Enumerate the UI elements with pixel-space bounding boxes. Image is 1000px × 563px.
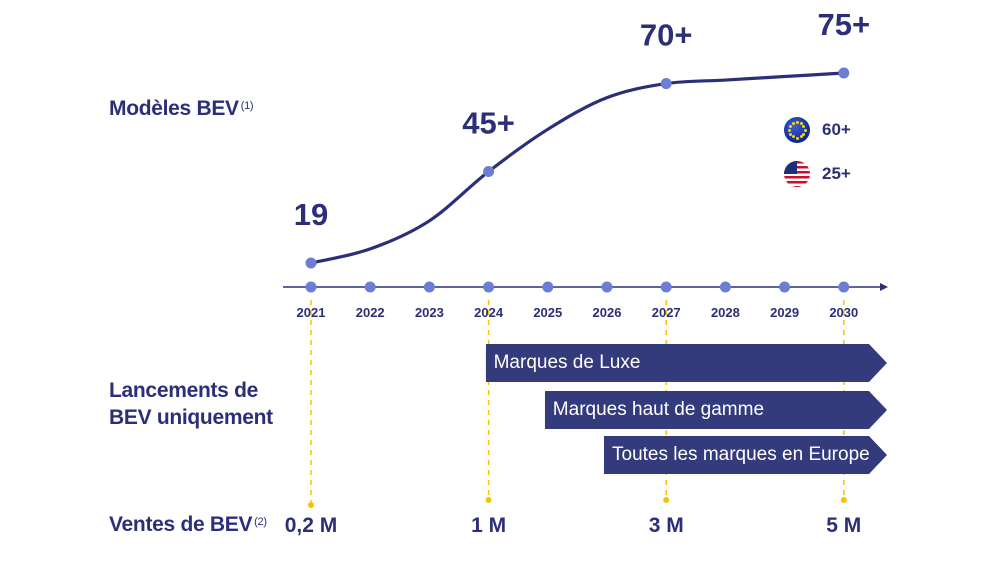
axis-marker-2024 bbox=[483, 281, 495, 293]
year-label-2028: 2028 bbox=[711, 305, 740, 320]
value-label-2027: 70+ bbox=[640, 18, 693, 53]
sales-label-text: Ventes de BEV bbox=[109, 513, 253, 536]
legend-eu: 60+ bbox=[784, 117, 851, 143]
us-flag-icon bbox=[784, 161, 810, 187]
eu-star-icon bbox=[802, 132, 806, 136]
models-label-text: Modèles BEV bbox=[109, 97, 239, 120]
guide-dot-2024 bbox=[485, 497, 492, 503]
data-point-2030 bbox=[838, 67, 850, 79]
launches-row-label: Lancements de BEV uniquement bbox=[109, 377, 273, 431]
value-labels: 19 45+ 70+ 75+ bbox=[294, 7, 870, 232]
launch-banner-label: Toutes les marques en Europe bbox=[612, 444, 870, 465]
models-series-line bbox=[309, 71, 846, 265]
legend-us: 25+ bbox=[784, 161, 851, 187]
sales-label-2030: 5 M bbox=[826, 514, 861, 537]
eu-star-icon bbox=[802, 124, 806, 128]
launch-banner-2: Marques haut de gamme bbox=[545, 391, 887, 429]
axis-marker-2027 bbox=[660, 281, 672, 293]
launches-label-line1: Lancements de bbox=[109, 379, 258, 402]
eu-star-icon bbox=[788, 132, 792, 136]
axis-marker-2023 bbox=[423, 281, 435, 293]
launch-banner-1: Marques de Luxe bbox=[486, 344, 887, 382]
models-footnote: (1) bbox=[240, 100, 254, 112]
data-point-2024 bbox=[483, 166, 495, 178]
legend-eu-value: 60+ bbox=[822, 120, 851, 139]
year-label-2026: 2026 bbox=[593, 305, 622, 320]
guide-dot-2030 bbox=[840, 497, 847, 503]
sales-label-2021: 0,2 M bbox=[285, 514, 338, 537]
timeline-axis: 2021 2022 2023 2024 2025 2026 2027 2028 2029 2030 bbox=[283, 281, 888, 320]
guide-dot-2021 bbox=[308, 502, 314, 508]
axis-marker-2021 bbox=[305, 281, 317, 293]
sales-footnote: (2) bbox=[254, 516, 267, 528]
year-label-2024: 2024 bbox=[474, 305, 504, 320]
eu-star-icon bbox=[799, 135, 803, 139]
axis-marker-2022 bbox=[364, 281, 376, 293]
sales-row-label: Ventes de BEV (2) bbox=[109, 511, 267, 538]
legend-us-value: 25+ bbox=[822, 164, 851, 183]
year-label-2030: 2030 bbox=[829, 305, 858, 320]
eu-star-icon bbox=[799, 121, 803, 125]
year-label-2021: 2021 bbox=[297, 305, 326, 320]
sales-label-2024: 1 M bbox=[471, 514, 506, 537]
axis-marker-2025 bbox=[542, 281, 554, 293]
eu-flag-icon bbox=[784, 117, 810, 143]
eu-star-icon bbox=[795, 120, 799, 124]
year-label-2023: 2023 bbox=[415, 305, 444, 320]
sales-labels: 0,2 M 1 M 3 M 5 M bbox=[285, 514, 862, 537]
axis-marker-2026 bbox=[601, 281, 613, 293]
data-point-2021 bbox=[305, 257, 317, 269]
models-row-label: Modèles BEV (1) bbox=[109, 95, 254, 122]
eu-star-icon bbox=[795, 136, 799, 140]
value-label-2021: 19 bbox=[294, 197, 328, 232]
eu-star-icon bbox=[791, 135, 795, 139]
eu-star-icon bbox=[803, 128, 807, 132]
launch-banner-label: Marques de Luxe bbox=[493, 352, 641, 373]
guide-dot-2027 bbox=[663, 497, 670, 503]
eu-star-icon bbox=[791, 121, 795, 125]
launch-banner-3: Toutes les marques en Europe bbox=[604, 436, 887, 474]
year-label-2029: 2029 bbox=[770, 305, 799, 320]
axis-marker-2029 bbox=[779, 281, 791, 293]
data-point-2027 bbox=[660, 78, 672, 90]
eu-star-icon bbox=[787, 128, 791, 132]
year-label-2022: 2022 bbox=[356, 305, 385, 320]
models-line bbox=[305, 67, 850, 269]
year-label-2025: 2025 bbox=[533, 305, 562, 320]
launch-banner-label: Marques haut de gamme bbox=[552, 399, 765, 420]
launches-label-line2: BEV uniquement bbox=[109, 406, 273, 429]
axis-marker-2028 bbox=[719, 281, 731, 293]
eu-star-icon bbox=[788, 124, 792, 128]
axis-arrow bbox=[880, 283, 888, 291]
axis-marker-2030 bbox=[838, 281, 850, 293]
sales-label-2027: 3 M bbox=[649, 514, 684, 537]
value-label-2024: 45+ bbox=[462, 106, 515, 141]
year-label-2027: 2027 bbox=[652, 305, 681, 320]
value-label-2030: 75+ bbox=[818, 7, 871, 42]
